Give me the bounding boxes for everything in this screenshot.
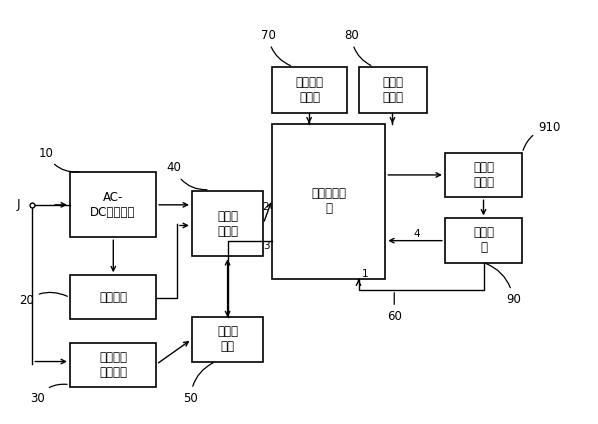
Text: 10: 10 — [39, 147, 79, 172]
Text: 40: 40 — [167, 161, 207, 190]
Text: 储能模块: 储能模块 — [99, 291, 127, 304]
Bar — [70, 275, 156, 319]
Text: 80: 80 — [344, 28, 371, 65]
Bar — [192, 317, 263, 362]
Text: 实时时
钟模块: 实时时 钟模块 — [382, 76, 403, 104]
Text: 采集模
块: 采集模 块 — [473, 226, 494, 254]
Text: 60: 60 — [387, 293, 402, 323]
Text: 90: 90 — [486, 264, 521, 306]
Text: J: J — [16, 198, 20, 211]
Text: 70: 70 — [261, 28, 291, 66]
Text: 30: 30 — [30, 384, 67, 404]
Bar — [445, 153, 522, 197]
Text: 3: 3 — [264, 241, 270, 251]
Text: 20: 20 — [19, 293, 68, 307]
Bar — [70, 343, 156, 387]
Bar — [359, 67, 427, 113]
Bar — [272, 67, 347, 113]
Bar — [272, 123, 385, 279]
Text: 2: 2 — [263, 202, 269, 212]
Text: 910: 910 — [523, 121, 560, 151]
Text: 50: 50 — [184, 363, 213, 404]
Text: 可移动存
储装置: 可移动存 储装置 — [295, 76, 324, 104]
Text: AC-
DC开关电源: AC- DC开关电源 — [90, 191, 136, 219]
Bar — [192, 191, 263, 256]
Text: 系统控制模
块: 系统控制模 块 — [312, 187, 346, 215]
Text: 电源切
换模块: 电源切 换模块 — [217, 209, 238, 237]
Text: 交流掉电
检测模块: 交流掉电 检测模块 — [99, 351, 127, 379]
Text: 定时器
模块: 定时器 模块 — [217, 325, 238, 354]
Text: 1: 1 — [362, 269, 368, 279]
Text: 4: 4 — [413, 229, 420, 239]
Bar — [70, 172, 156, 237]
Text: 电源控
制模块: 电源控 制模块 — [473, 161, 494, 189]
Bar — [445, 218, 522, 262]
